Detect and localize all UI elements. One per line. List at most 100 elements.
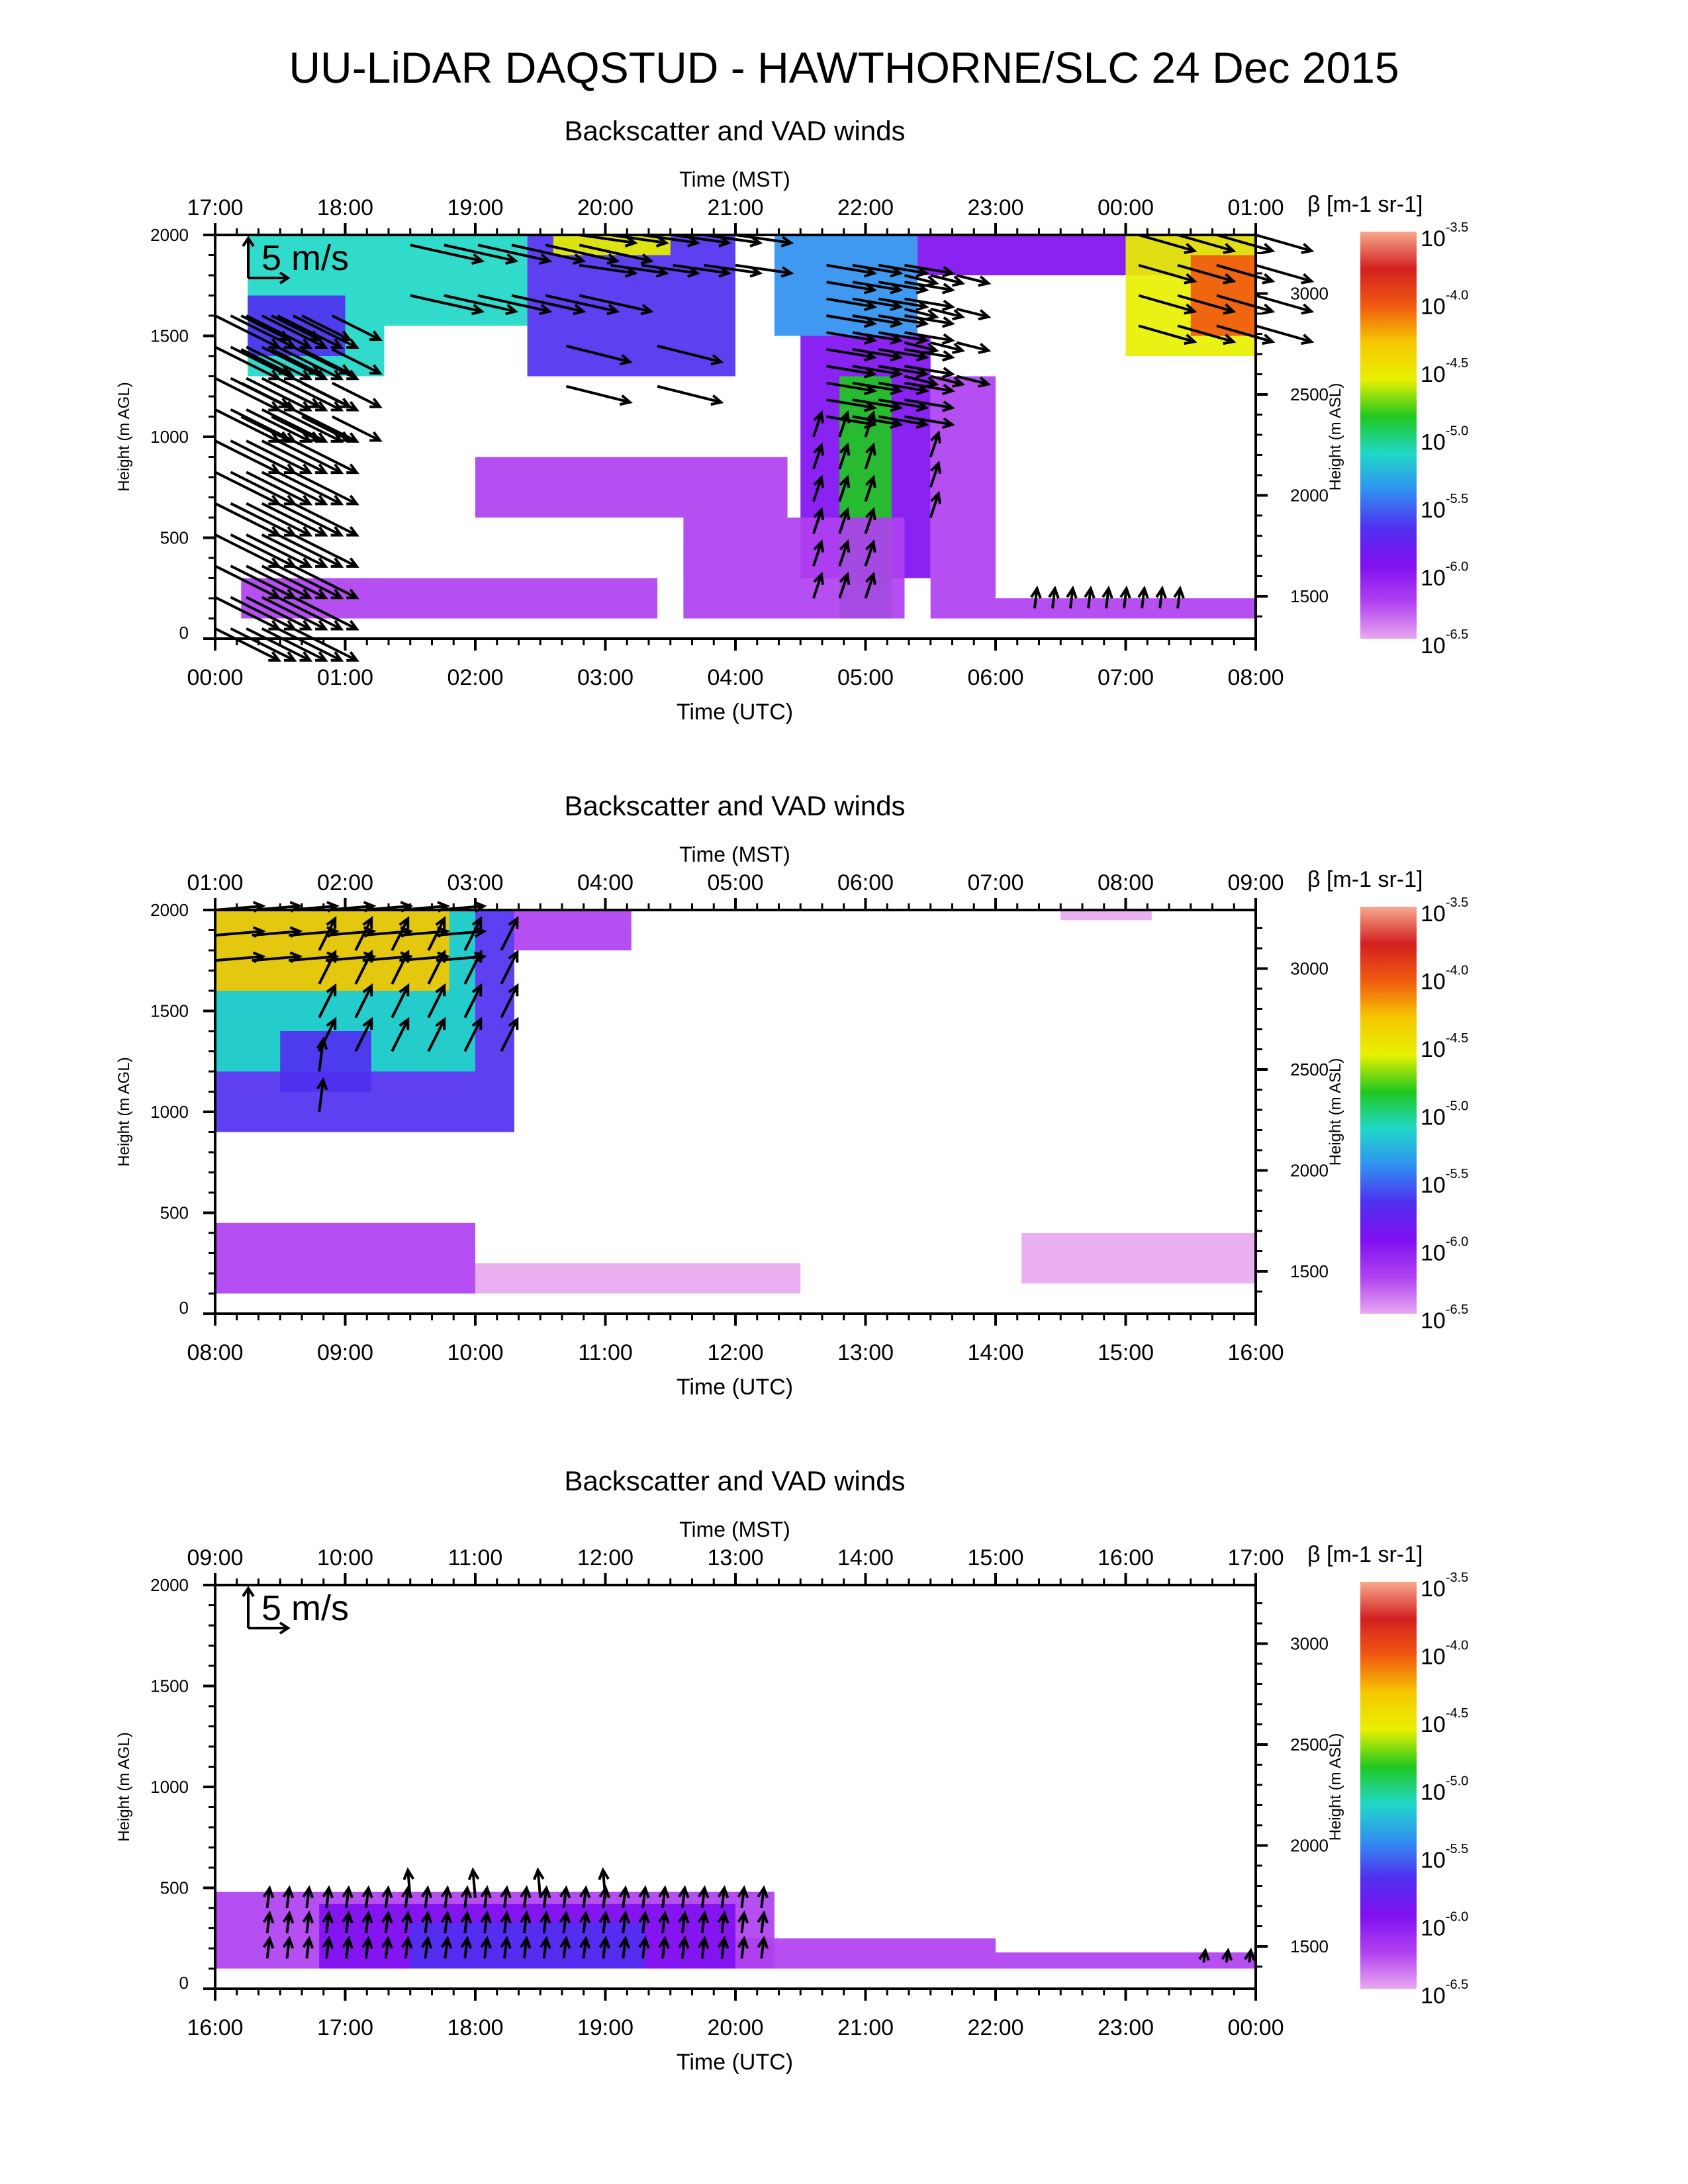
wind-arrow: [400, 1910, 413, 1934]
top-x-tick-label: 09:00: [1227, 870, 1284, 895]
wind-arrow: [838, 410, 851, 437]
wind-arrow: [282, 1885, 295, 1909]
top-x-tick-label: 23:00: [967, 195, 1023, 220]
wind-arrow: [929, 490, 941, 518]
colorbar-tick-label: 10-3.5: [1421, 220, 1468, 251]
wind-arrow: [463, 983, 483, 1019]
wind-arrow: [511, 244, 586, 265]
right-y-tick-label: 2500: [1290, 1060, 1329, 1079]
wind-arrow: [460, 1885, 473, 1909]
y-tick-label: 2000: [150, 225, 189, 245]
wind-arrow: [277, 533, 344, 568]
wind-arrow: [261, 627, 328, 662]
wind-arrow: [261, 565, 328, 600]
backscatter-echo: [683, 518, 905, 619]
right-y-axis: 1500 2000 2500 3000: [1256, 251, 1329, 617]
wind-arrow: [500, 1885, 512, 1909]
top-x-tick-label: 06:00: [837, 870, 894, 895]
wind-arrow: [904, 331, 955, 345]
colorbar-gradient: [1360, 1582, 1417, 1989]
wind-arrow: [261, 596, 328, 631]
wind-arrow: [342, 1885, 353, 1909]
panel-title: Backscatter and VAD winds: [564, 115, 905, 146]
wind-arrow: [1155, 585, 1167, 609]
figure-title: UU-LiDAR DAQSTUD - HAWTHORNE/SLC 24 Dec …: [289, 43, 1399, 92]
backscatter-field: [215, 910, 1256, 1294]
right-y-axis-label: Height (m ASL): [1327, 383, 1344, 491]
top-x-tick-label: 10:00: [317, 1545, 373, 1570]
wind-arrow: [331, 381, 383, 408]
x-tick-label: 08:00: [1227, 665, 1284, 690]
wind-arrow: [618, 1910, 630, 1934]
wind-arrow: [566, 385, 633, 406]
wind-arrow: [757, 1910, 769, 1934]
wind-arrow: [838, 539, 851, 567]
wind-arrow: [930, 341, 966, 355]
wind-arrow: [904, 307, 939, 321]
colorbar-tick-label: 10-6.0: [1421, 560, 1468, 591]
wind-arrow: [1137, 585, 1149, 609]
top-x-tick-label: 08:00: [1098, 870, 1154, 895]
wind-arrow: [864, 539, 876, 567]
wind-arrow: [904, 274, 939, 287]
wind-arrow: [717, 1910, 729, 1934]
colorbar-tick-label: 10-5.0: [1421, 1774, 1468, 1805]
colorbar: β [m-1 sr-1] 10-3.5 10-4.0 10-4.5 10-5.0 10-5…: [1307, 1542, 1468, 2009]
colorbar-tick-label: 10-4.5: [1421, 356, 1468, 387]
wind-arrow: [318, 983, 337, 1019]
backscatter-echo: [475, 457, 788, 518]
y-axis-label: Height (m AGL): [115, 1732, 133, 1841]
colorbar-tick-label: 10-5.5: [1421, 1167, 1468, 1198]
wind-arrow: [610, 263, 669, 278]
wind-arrow: [318, 949, 337, 985]
wind-arrow: [559, 1885, 571, 1909]
wind-arrow: [1138, 294, 1197, 315]
wind-arrow: [1216, 294, 1276, 315]
wind-arrow: [579, 263, 638, 278]
wind-arrow: [1177, 294, 1237, 315]
wind-arrow: [261, 314, 328, 349]
x-tick-label: 04:00: [707, 665, 763, 690]
x-tick-label: 08:00: [187, 1340, 243, 1365]
y-axis: 0 500 1000 1500 2000: [150, 900, 215, 1318]
x-tick-label: 07:00: [1098, 665, 1154, 690]
wind-arrow: [262, 1885, 275, 1909]
x-tick-label: 22:00: [967, 2015, 1023, 2040]
wind-arrow: [436, 926, 487, 938]
colorbar-tick-label: 10-4.5: [1421, 1706, 1468, 1737]
wind-arrow: [956, 341, 992, 355]
wind-arrow: [302, 1935, 314, 1959]
colorbar-tick-label: 10-5.5: [1421, 492, 1468, 523]
wind-arrow: [930, 375, 966, 388]
top-axis-label: Time (MST): [679, 842, 790, 866]
wind-arrow: [361, 1910, 373, 1934]
colorbar: β [m-1 sr-1] 10-3.5 10-4.0 10-4.5 10-5.0 10-5…: [1307, 867, 1468, 1334]
wind-arrow: [354, 1017, 373, 1052]
wind-arrow: [391, 1017, 410, 1052]
wind-arrow: [838, 571, 851, 599]
top-x-tick-label: 09:00: [187, 1545, 243, 1570]
wind-arrow: [737, 1935, 749, 1959]
colorbar-tick-label: 10-4.5: [1421, 1031, 1468, 1062]
wind-arrow: [381, 1935, 393, 1959]
wind-arrow: [477, 294, 553, 316]
right-y-tick-label: 2500: [1290, 385, 1329, 404]
wind-arrow: [277, 565, 344, 600]
backscatter-echo: [930, 376, 996, 598]
wind-arrow: [271, 415, 322, 442]
x-axis-label: Time (UTC): [677, 2050, 793, 2075]
wind-arrow: [240, 415, 292, 442]
right-y-axis-label: Height (m ASL): [1327, 1733, 1344, 1841]
right-y-tick-label: 2000: [1290, 1160, 1329, 1180]
backscatter-echo: [930, 598, 1256, 619]
wind-arrow: [735, 263, 794, 278]
wind-arrow: [904, 375, 939, 388]
x-tick-label: 01:00: [317, 665, 373, 690]
wind-arrow: [1030, 585, 1042, 609]
right-y-tick-label: 3000: [1290, 958, 1329, 978]
wind-arrow: [246, 502, 313, 537]
x-tick-label: 02:00: [447, 665, 503, 690]
wind-arrow: [812, 442, 825, 470]
wind-arrow: [331, 348, 383, 375]
wind-arrow: [598, 1910, 611, 1934]
